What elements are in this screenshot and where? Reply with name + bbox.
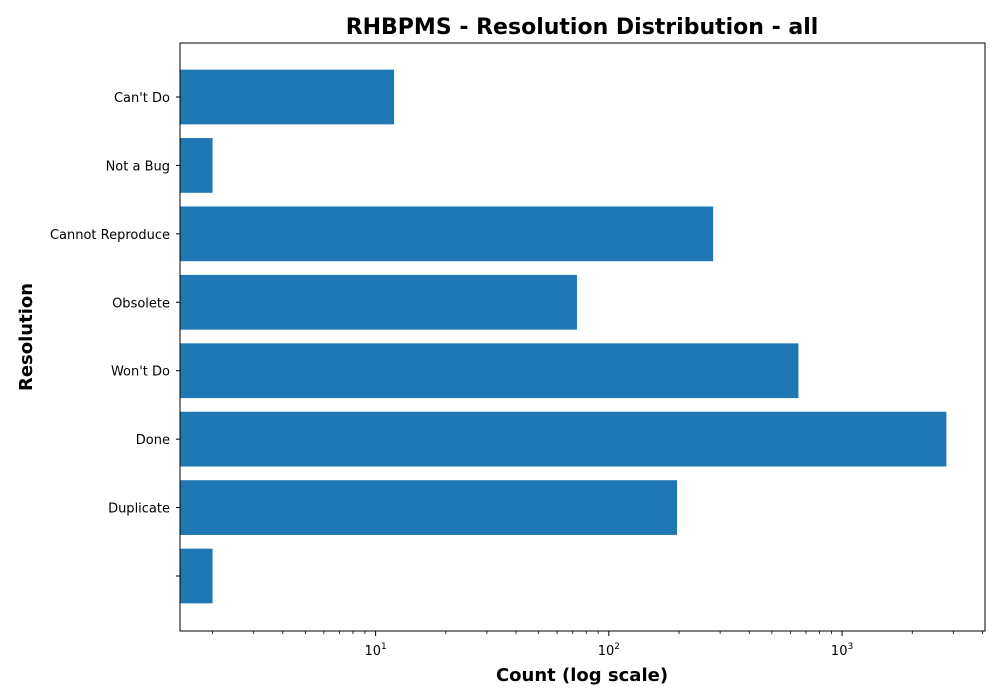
x-tick-exponent-2: 3 xyxy=(847,642,853,652)
bar-7 xyxy=(180,69,395,125)
y-axis-label: Resolution xyxy=(16,283,37,391)
x-tick-base-1: 10 xyxy=(598,644,615,659)
y-tick-label-4: Obsolete xyxy=(112,296,170,311)
x-axis-label: Count (log scale) xyxy=(496,665,668,686)
bar-1 xyxy=(180,480,678,535)
plot-frame xyxy=(179,42,986,632)
bar-3 xyxy=(180,343,799,399)
y-tick-label-7: Can't Do xyxy=(114,91,170,106)
x-tick-exponent-0: 1 xyxy=(381,642,387,652)
bars-group xyxy=(180,69,947,604)
y-ticks-group: Duplicate Done Won't Do Obsolete Cannot Repr… xyxy=(50,91,180,577)
bar-4 xyxy=(180,274,577,330)
y-tick-label-6: Not a Bug xyxy=(106,159,170,174)
x-tick-base-2: 10 xyxy=(831,644,848,659)
x-tick-label-1: 102 xyxy=(598,642,620,659)
bar-5 xyxy=(180,206,714,262)
x-tick-exponent-1: 2 xyxy=(614,642,620,652)
y-tick-label-1: Duplicate xyxy=(108,502,170,517)
y-tick-label-5: Cannot Reproduce xyxy=(50,228,170,243)
chart-title: RHBPMS - Resolution Distribution - all xyxy=(346,15,819,40)
bar-6 xyxy=(180,138,213,193)
x-ticks-group: 101 102 103 xyxy=(212,631,983,659)
bar-2 xyxy=(180,411,947,467)
y-tick-label-2: Done xyxy=(136,433,170,448)
x-tick-label-2: 103 xyxy=(831,642,853,659)
x-tick-base-0: 10 xyxy=(364,644,381,659)
y-tick-label-3: Won't Do xyxy=(111,365,170,380)
x-tick-label-0: 101 xyxy=(364,642,386,659)
bar-0 xyxy=(180,548,213,604)
